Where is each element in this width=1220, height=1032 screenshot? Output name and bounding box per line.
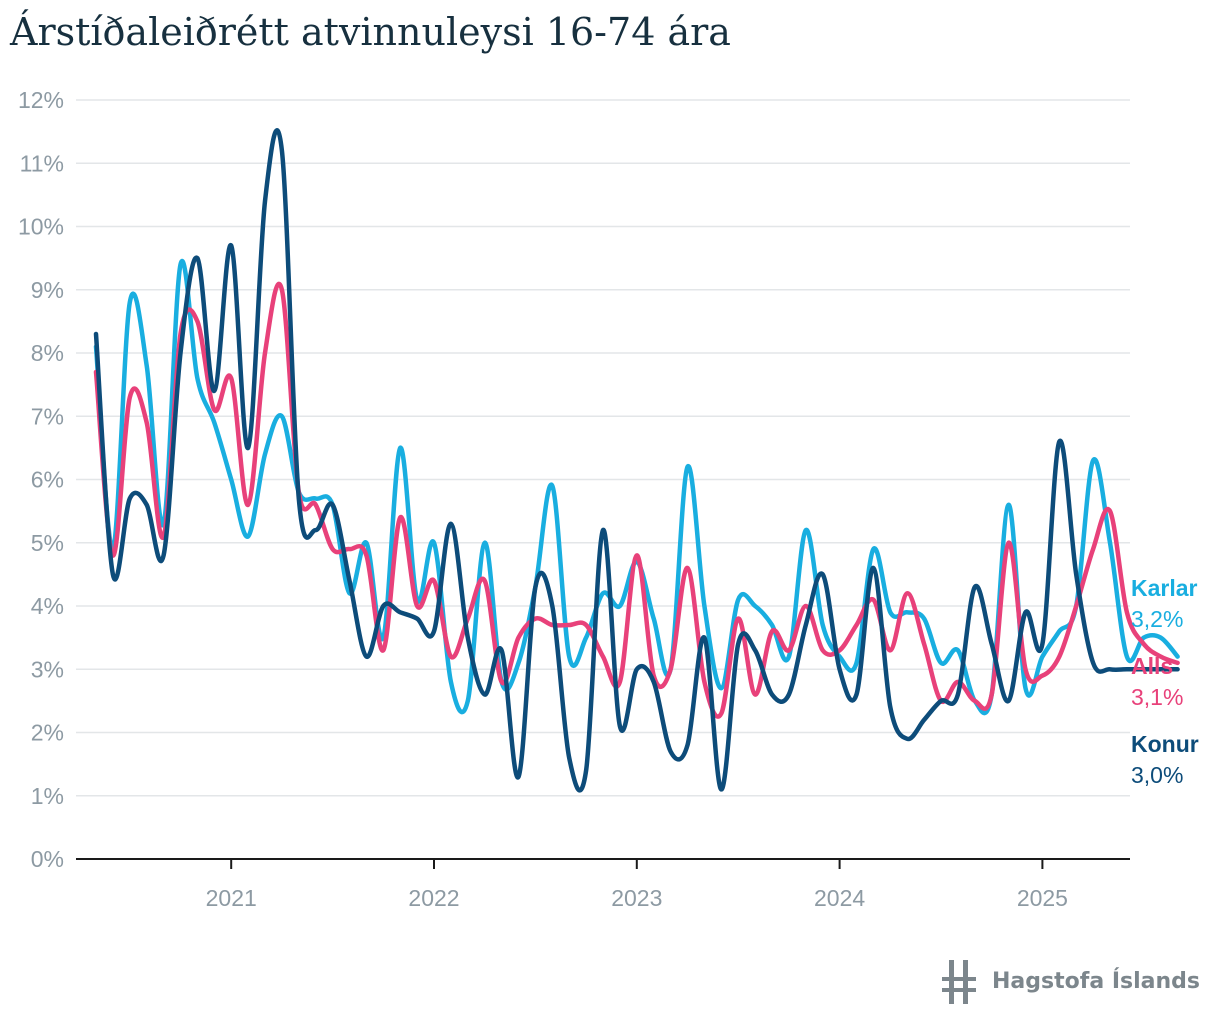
y-tick-label: 3% bbox=[31, 656, 64, 682]
end-labels: Karlar 3,2% Alls 3,1% Konur 3,0% bbox=[1131, 575, 1199, 788]
footer-logo-text: Hagstofa Íslands bbox=[992, 968, 1200, 994]
y-tick-label: 1% bbox=[31, 783, 64, 809]
y-tick-label: 6% bbox=[31, 467, 64, 493]
end-label-name-konur: Konur bbox=[1131, 731, 1199, 757]
hagstofa-logo-icon bbox=[942, 960, 977, 1004]
x-tick-label: 2024 bbox=[814, 885, 865, 911]
chart-title: Árstíðaleiðrétt atvinnuleysi 16-74 ára bbox=[10, 10, 731, 54]
y-axis-ticks: 0% 1% 2% 3% 4% 5% 6% 7% 8% 9% 10% 11% 12% bbox=[18, 87, 64, 872]
y-tick-label: 9% bbox=[31, 277, 64, 303]
x-axis-ticks: 2021 2022 2023 2024 2025 bbox=[206, 859, 1068, 911]
series-line-konur bbox=[93, 128, 1180, 793]
end-label-name-alls: Alls bbox=[1131, 653, 1173, 679]
x-tick-label: 2025 bbox=[1017, 885, 1068, 911]
y-tick-label: 2% bbox=[31, 720, 64, 746]
end-label-value-karlar: 3,2% bbox=[1131, 606, 1183, 632]
x-tick-label: 2023 bbox=[611, 885, 662, 911]
end-label-value-alls: 3,1% bbox=[1131, 684, 1183, 710]
y-tick-label: 4% bbox=[31, 593, 64, 619]
y-tick-label: 5% bbox=[31, 530, 64, 556]
end-label-name-karlar: Karlar bbox=[1131, 575, 1198, 601]
y-tick-label: 7% bbox=[31, 403, 64, 429]
footer-logo: Hagstofa Íslands bbox=[940, 956, 1200, 1006]
y-tick-label: 10% bbox=[18, 214, 64, 240]
line-chart: 0%1%2%3%4%5%6%7%8%9%10%11%12% 2021 2022 20… bbox=[18, 87, 1199, 911]
y-tick-label: 11% bbox=[20, 150, 64, 176]
y-tick-label: 12% bbox=[18, 87, 64, 113]
grid-lines bbox=[76, 99, 1130, 860]
y-tick-label: 8% bbox=[31, 340, 64, 366]
series-lines bbox=[93, 128, 1180, 793]
x-tick-label: 2022 bbox=[408, 885, 459, 911]
end-label-value-konur: 3,0% bbox=[1131, 762, 1183, 788]
x-tick-label: 2021 bbox=[206, 885, 257, 911]
series-line-alls bbox=[93, 281, 1180, 719]
y-tick-label: 0% bbox=[31, 846, 64, 872]
